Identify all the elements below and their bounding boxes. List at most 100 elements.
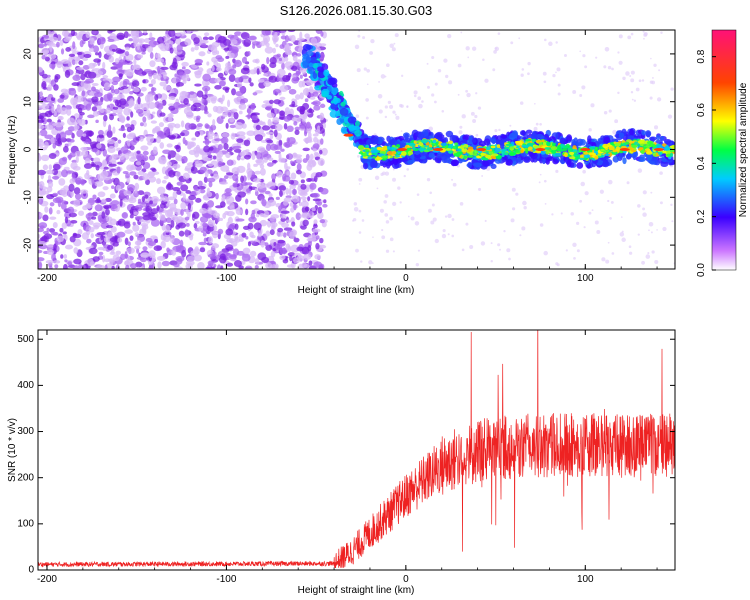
noise-blob	[103, 94, 111, 102]
noise-blob	[292, 152, 297, 157]
signal-core	[491, 153, 499, 157]
noise-blob	[143, 69, 153, 73]
faint-blob	[365, 116, 369, 120]
noise-blob	[73, 113, 80, 119]
noise-blob	[258, 196, 265, 200]
noise-blob	[279, 190, 283, 197]
y-tick-label: 20	[23, 48, 34, 60]
faint-blob	[523, 205, 527, 210]
faint-blob	[621, 237, 626, 243]
faint-blob	[544, 203, 547, 205]
signal-core	[461, 148, 468, 153]
noise-blob	[272, 116, 280, 123]
noise-blob	[224, 87, 229, 93]
faint-blob	[385, 249, 390, 253]
faint-blob	[429, 191, 432, 195]
noise-blob	[285, 219, 291, 223]
noise-blob	[48, 164, 53, 171]
faint-blob	[594, 220, 599, 225]
noise-blob	[136, 102, 143, 109]
signal-core	[600, 148, 605, 152]
noise-blob	[215, 105, 224, 114]
noise-blob	[57, 115, 64, 121]
noise-blob	[261, 256, 270, 263]
noise-blob	[98, 51, 102, 59]
noise-blob	[132, 87, 140, 93]
faint-blob	[384, 171, 390, 176]
noise-blob	[108, 124, 112, 132]
noise-blob	[120, 253, 126, 261]
noise-blob	[254, 58, 260, 64]
noise-blob	[139, 136, 144, 142]
noise-blob	[169, 47, 174, 54]
noise-blob	[289, 254, 293, 262]
noise-blob	[260, 183, 270, 188]
noise-blob	[108, 163, 117, 167]
noise-blob	[137, 201, 147, 205]
noise-blob	[134, 240, 142, 246]
signal-core	[503, 152, 509, 156]
noise-blob	[207, 99, 211, 103]
y-tick-label: 400	[17, 380, 34, 391]
noise-blob	[209, 146, 214, 151]
noise-blob	[38, 169, 46, 176]
noise-blob	[92, 256, 100, 262]
noise-blob	[257, 121, 265, 126]
noise-blob	[146, 135, 155, 143]
signal-core	[661, 143, 667, 147]
transition-blob	[305, 50, 314, 57]
faint-blob	[542, 71, 547, 76]
signal-core	[495, 154, 502, 160]
noise-blob	[38, 257, 45, 262]
noise-blob	[204, 87, 208, 96]
noise-blob	[106, 130, 113, 138]
noise-blob	[71, 132, 75, 139]
noise-blob	[160, 45, 169, 52]
noise-blob	[95, 100, 103, 106]
noise-blob	[313, 151, 319, 156]
noise-blob	[115, 264, 120, 269]
noise-blob	[219, 255, 227, 264]
faint-blob	[497, 32, 501, 35]
noise-blob	[107, 145, 116, 154]
noise-blob	[126, 178, 131, 184]
transition-blob	[312, 62, 318, 69]
noise-blob	[247, 106, 252, 114]
signal-core	[448, 140, 453, 145]
noise-blob	[97, 191, 106, 198]
signal-core	[579, 157, 585, 161]
noise-blob	[155, 136, 161, 144]
signal-halo	[511, 130, 519, 138]
noise-blob	[60, 202, 67, 210]
noise-blob	[111, 185, 115, 189]
noise-blob	[289, 231, 296, 239]
noise-blob	[323, 199, 327, 204]
noise-blob	[154, 238, 159, 244]
faint-blob	[490, 259, 493, 263]
noise-blob	[133, 211, 139, 216]
signal-core	[466, 155, 474, 158]
signal-core	[563, 145, 568, 149]
noise-blob	[274, 243, 283, 251]
noise-blob	[156, 178, 162, 185]
signal-peak	[476, 148, 487, 151]
noise-blob	[165, 232, 170, 236]
noise-blob	[68, 183, 75, 192]
noise-blob	[319, 237, 324, 244]
noise-blob	[223, 142, 229, 150]
transition-blob	[322, 90, 329, 95]
noise-blob	[133, 174, 139, 180]
noise-blob	[207, 219, 216, 227]
noise-blob	[139, 122, 144, 127]
noise-blob	[51, 253, 56, 262]
noise-blob	[56, 41, 60, 48]
signal-core	[614, 142, 621, 147]
noise-blob	[255, 124, 261, 131]
noise-blob	[235, 90, 244, 97]
faint-blob	[384, 213, 389, 217]
y-tick-label: 300	[17, 426, 34, 437]
signal-core	[615, 146, 621, 152]
faint-blob	[642, 30, 645, 33]
noise-blob	[224, 192, 233, 197]
